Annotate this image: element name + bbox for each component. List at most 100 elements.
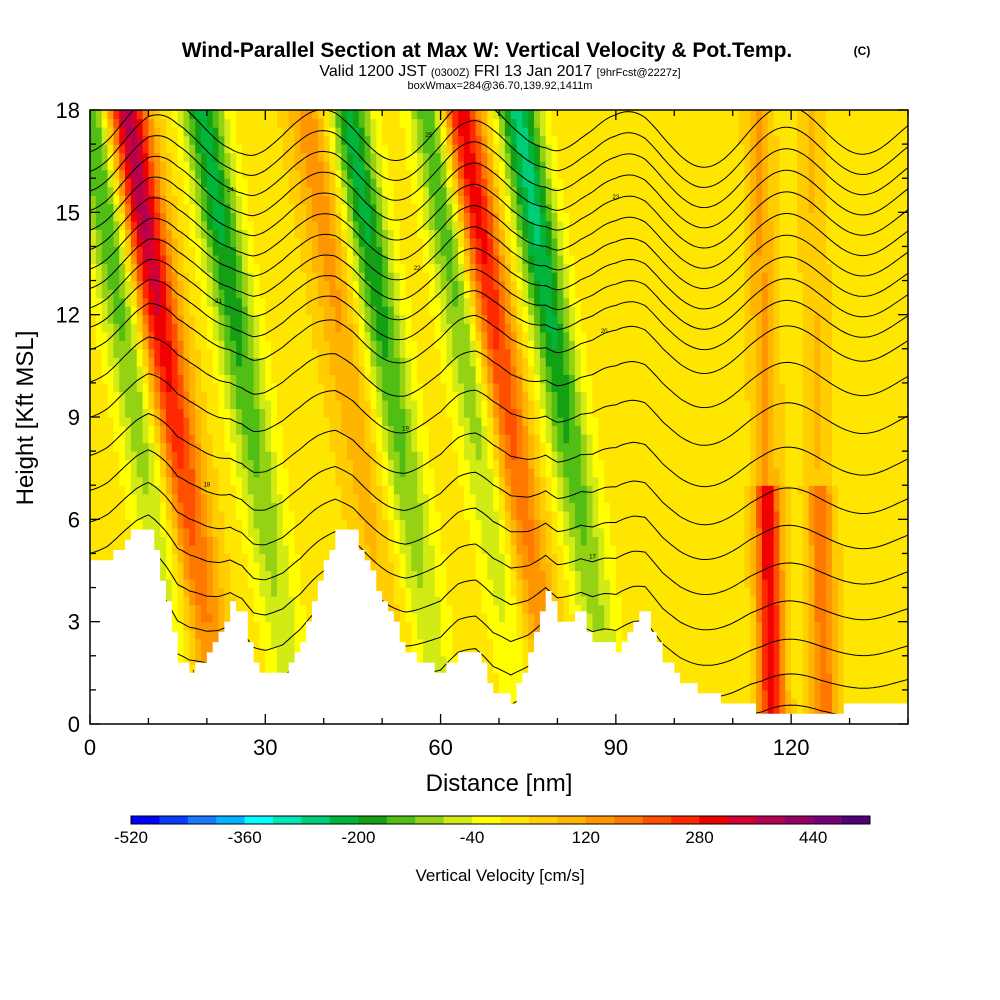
velocity-cell (189, 604, 196, 614)
velocity-cell (867, 698, 874, 708)
velocity-cell (160, 425, 167, 435)
velocity-cell (183, 638, 190, 648)
velocity-cell (534, 561, 541, 572)
velocity-cell (610, 502, 617, 512)
velocity-cell (802, 647, 810, 657)
velocity-cell (902, 647, 908, 657)
velocity-cell (796, 604, 804, 614)
velocity-cell (756, 519, 763, 529)
velocity-cell (902, 451, 908, 461)
velocity-cell (884, 553, 892, 563)
velocity-cell (440, 434, 448, 444)
velocity-cell (703, 459, 710, 469)
velocity-cell (791, 587, 798, 597)
velocity-cell (189, 442, 196, 452)
velocity-cell (241, 485, 249, 495)
velocity-cell (574, 519, 582, 529)
velocity-cell (399, 451, 407, 461)
velocity-cell (323, 493, 331, 503)
velocity-cell (370, 527, 377, 537)
velocity-cell (458, 493, 465, 503)
velocity-cell (154, 442, 161, 452)
velocity-cell (650, 502, 658, 512)
velocity-cell (206, 425, 214, 435)
velocity-cell (446, 502, 453, 512)
velocity-cell (744, 476, 751, 486)
velocity-cell (300, 417, 307, 427)
velocity-cell (668, 493, 675, 503)
velocity-cell (417, 476, 424, 486)
velocity-cell (756, 442, 763, 452)
velocity-cell (300, 451, 307, 461)
velocity-cell (691, 570, 699, 580)
velocity-cell (586, 579, 594, 589)
velocity-cell (627, 570, 634, 580)
velocity-cell (201, 587, 208, 597)
velocity-cell (779, 638, 786, 648)
velocity-cell (183, 579, 190, 589)
velocity-cell (201, 561, 208, 572)
velocity-cell (685, 434, 693, 444)
velocity-cell (271, 451, 278, 461)
velocity-cell (201, 621, 208, 631)
velocity-cell (738, 672, 745, 682)
velocity-cell (288, 485, 296, 495)
velocity-cell (592, 596, 599, 606)
velocity-cell (580, 417, 588, 427)
velocity-cell (785, 664, 792, 674)
velocity-cell (481, 485, 488, 495)
velocity-cell (136, 476, 144, 486)
velocity-cell (697, 681, 705, 691)
velocity-cell (598, 442, 605, 452)
velocity-cell (446, 613, 453, 623)
velocity-cell (773, 519, 781, 529)
velocity-cell (241, 536, 249, 546)
velocity-cell (756, 698, 763, 708)
velocity-cell (206, 587, 214, 597)
velocity-cell (504, 451, 512, 461)
velocity-cell (312, 434, 319, 444)
velocity-cell (499, 476, 506, 486)
velocity-cell (849, 451, 857, 461)
velocity-cell (516, 425, 523, 435)
velocity-cell (165, 417, 173, 427)
velocity-cell (300, 502, 307, 512)
velocity-cell (721, 485, 728, 495)
velocity-cell (335, 417, 342, 427)
velocity-cell (101, 425, 109, 435)
velocity-cell (370, 561, 377, 572)
velocity-cell (312, 561, 319, 572)
velocity-cell (393, 544, 401, 555)
velocity-cell (721, 698, 728, 708)
velocity-cell (440, 621, 448, 631)
velocity-cell (738, 468, 745, 478)
velocity-cell (247, 442, 255, 452)
velocity-cell (580, 510, 588, 520)
velocity-cell (621, 502, 629, 512)
velocity-cell (452, 485, 459, 495)
velocity-cell (312, 536, 319, 546)
velocity-cell (867, 536, 874, 546)
velocity-cell (884, 510, 892, 520)
velocity-cell (738, 459, 745, 469)
velocity-cell (773, 621, 781, 631)
velocity-cell (738, 544, 745, 555)
velocity-cell (160, 502, 167, 512)
velocity-cell (662, 442, 670, 452)
velocity-cell (808, 485, 816, 495)
velocity-cell (808, 587, 816, 597)
velocity-cell (271, 596, 278, 606)
velocity-cell (767, 596, 775, 606)
velocity-cell (837, 638, 845, 648)
velocity-cell (680, 493, 687, 503)
velocity-cell (849, 527, 857, 537)
velocity-cell (440, 425, 448, 435)
velocity-cell (726, 468, 734, 478)
velocity-cell (820, 425, 827, 435)
velocity-cell (195, 638, 202, 648)
velocity-cell (902, 596, 908, 606)
velocity-cell (726, 664, 734, 674)
velocity-cell (691, 451, 699, 461)
velocity-cell (814, 493, 821, 503)
velocity-cell (849, 544, 857, 555)
